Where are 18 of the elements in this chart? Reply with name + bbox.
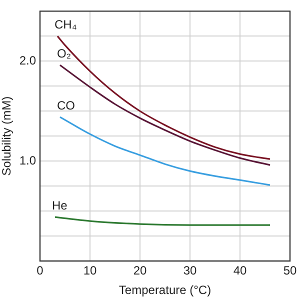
x-tick-label: 20 — [133, 264, 147, 278]
y-axis-title: Solubility (mM) — [0, 96, 14, 176]
series-label: CH₄ — [54, 17, 77, 32]
series-label: O₂ — [57, 46, 72, 60]
line-series — [54, 216, 271, 226]
x-axis-title: Temperature (°C) — [118, 283, 212, 298]
line-series — [59, 64, 271, 166]
line-series — [56, 35, 271, 160]
x-tick-label: 0 — [36, 264, 44, 278]
y-tick-label: 2.0 — [19, 53, 36, 68]
line-series — [59, 116, 271, 186]
x-tick-label: 10 — [83, 264, 97, 278]
x-tick-label: 40 — [233, 264, 247, 278]
x-tick-label: 50 — [283, 264, 297, 278]
x-tick-label: 30 — [183, 264, 197, 278]
series-label: CO — [57, 98, 75, 112]
series-label: He — [52, 198, 68, 212]
y-tick-label: 1.0 — [19, 153, 36, 168]
